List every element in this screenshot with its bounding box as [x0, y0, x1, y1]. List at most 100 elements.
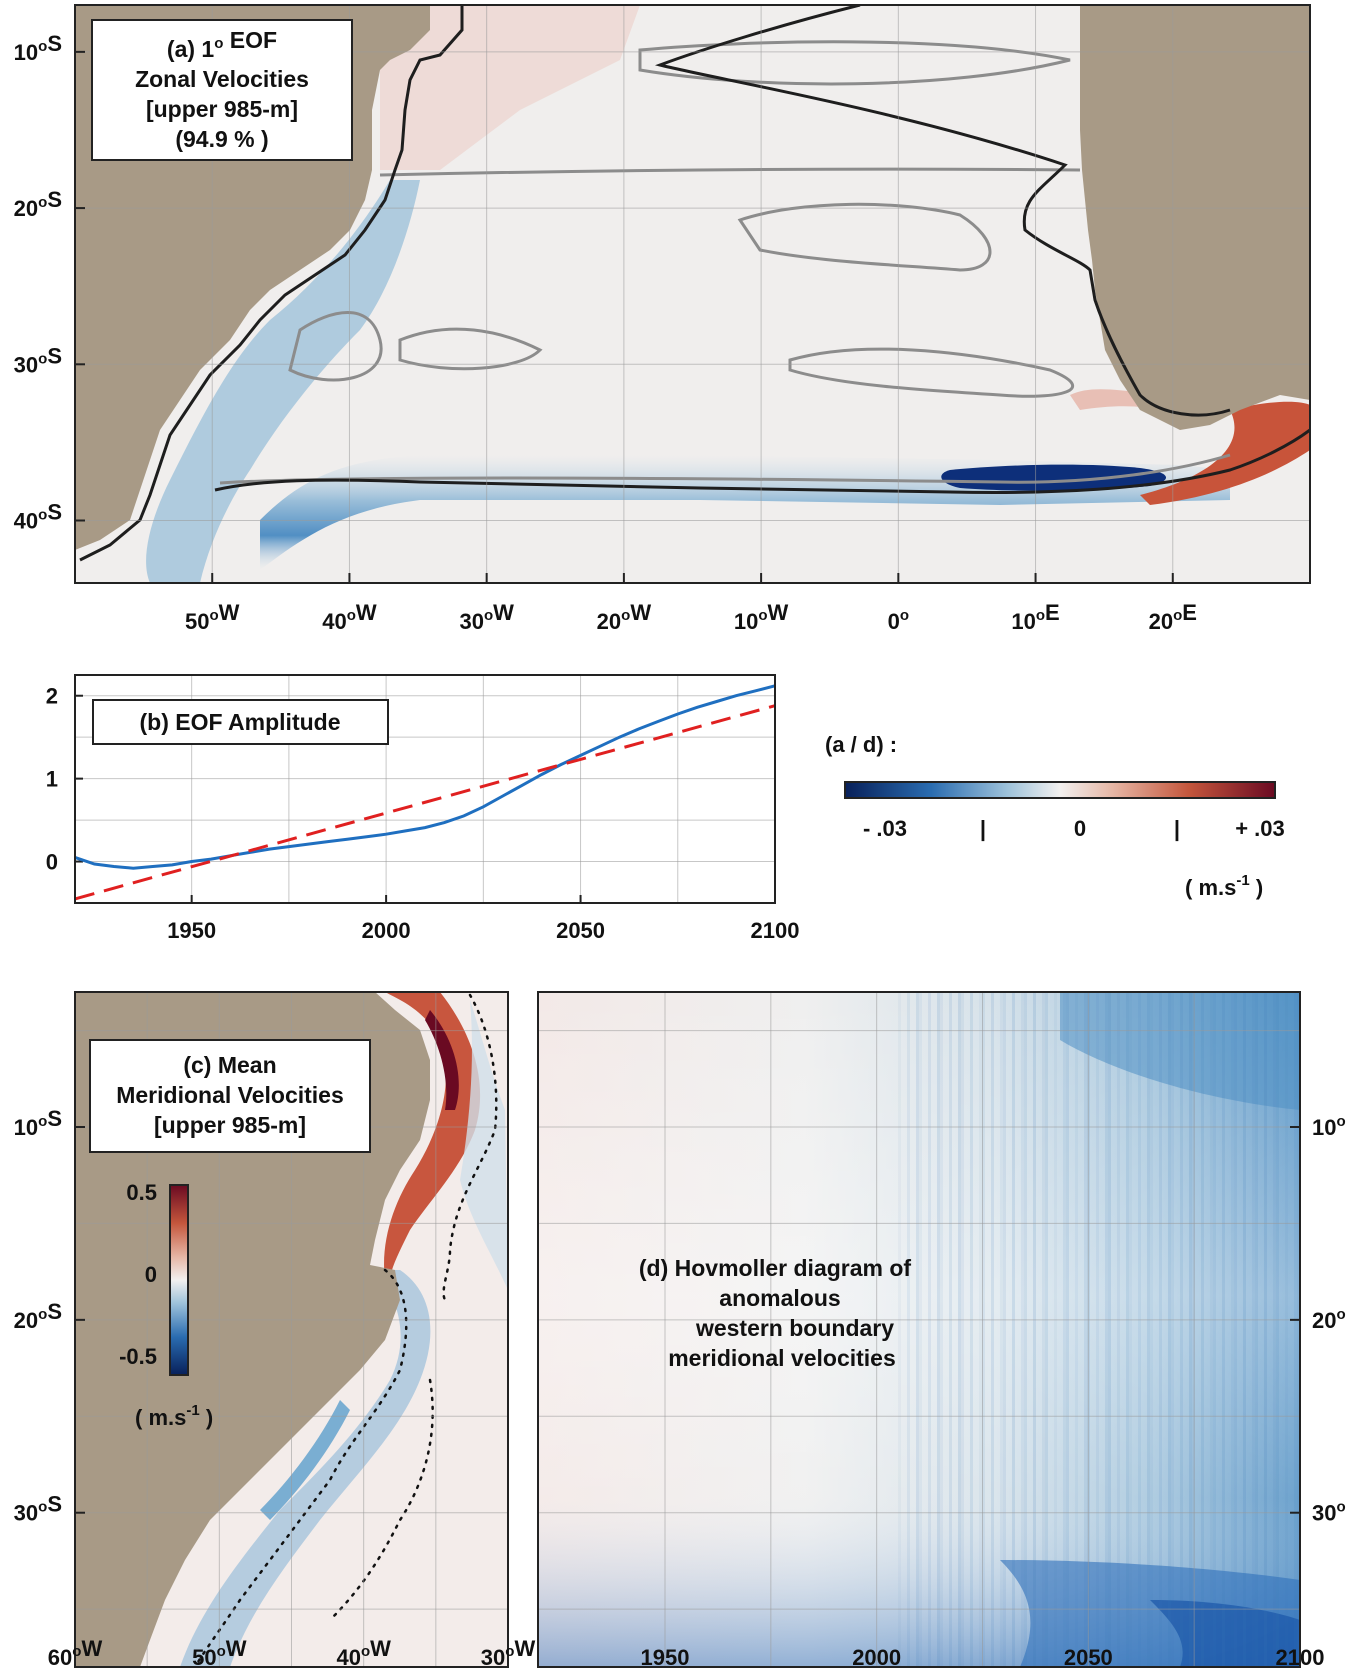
panel-d-stripe — [1000, 992, 1003, 1667]
panel-a-x-tick-label: 10oW — [734, 600, 789, 634]
panel-d-stripe — [1063, 992, 1066, 1667]
panel-d-stripe — [1192, 992, 1195, 1667]
panel-a-contour-30s — [788, 347, 1075, 398]
panel-a-title: (a) 1o EOF Zonal Velocities [upper 985-m] (… — [135, 27, 309, 152]
panel-c-x-tick-label: 60oW — [48, 1636, 103, 1670]
panel-d-stripe — [1042, 992, 1045, 1667]
panel-b-x-tick-label: 2100 — [751, 918, 800, 943]
panel-d-stripe — [970, 992, 973, 1667]
panel-a-title-box — [91, 19, 353, 161]
panel-d-title-line: anomalous — [719, 1285, 840, 1311]
panel-b-x-tick-label: 1950 — [167, 918, 216, 943]
panel-d-stripe — [1306, 992, 1309, 1667]
panel-d-y-tick-label: 30oS — [1312, 1492, 1346, 1526]
panel-a-frame — [74, 4, 1311, 584]
panel-d-stripe — [1045, 992, 1048, 1667]
panel-b-y-tick-label: 0 — [46, 850, 58, 875]
panel-b-title-box — [92, 699, 389, 745]
panel-a-western-boundary-blue — [146, 180, 420, 583]
panel-a-x-tick-label: 20oE — [1149, 600, 1197, 634]
panel-c-colorbar-unit: ( m.s-1 ) — [135, 1402, 213, 1430]
panel-c-frame — [74, 991, 509, 1668]
panel-a-contour-southern — [214, 428, 1310, 494]
panel-d-stripe — [940, 992, 943, 1667]
panel-c-blue-core — [260, 1400, 350, 1520]
panel-d-south-core — [1150, 1600, 1300, 1667]
panel-a-land-africa — [1080, 5, 1310, 430]
panel-a-contour-east — [737, 202, 992, 272]
panel-b-x-ticks: 1950 2000 2050 2100 — [167, 918, 799, 943]
panel-d-stripe — [1201, 992, 1204, 1667]
panel-c-colorbar-tick-label: -0.5 — [119, 1344, 157, 1369]
panel-c-colorbar-ticks: 0.5 0 -0.5 — [119, 1180, 157, 1369]
panel-d-stripe — [1294, 992, 1297, 1667]
panel-b-x-tick-label: 2050 — [556, 918, 605, 943]
panel-c-colorbar — [169, 1184, 189, 1376]
panel-d-y-tick-label: 10oS — [1312, 1106, 1346, 1140]
panel-c-x-tick-label: 30oW — [481, 1636, 536, 1670]
panel-c-title: (c) Mean Meridional Velocities [upper 985-… — [116, 1052, 344, 1138]
panel-d-stripe — [979, 992, 982, 1667]
panel-d-stripe — [919, 992, 922, 1667]
panel-b-frame — [74, 674, 776, 904]
panel-d-stripe — [1213, 992, 1216, 1667]
panel-b-title: (b) EOF Amplitude — [139, 709, 340, 735]
panel-c-dotted-inner — [193, 1268, 408, 1667]
panel-d-stripe — [1075, 992, 1078, 1667]
panel-d-stripe — [958, 992, 961, 1667]
panel-a-x-tick-label: 10oE — [1011, 600, 1059, 634]
panel-a-black-contours — [79, 5, 1310, 562]
panel-d-stripe — [1012, 992, 1015, 1667]
panel-c-dotted-outer — [442, 993, 498, 1302]
panel-b-x-tick-label: 2000 — [362, 918, 411, 943]
panel-d-stripe — [1138, 992, 1141, 1667]
colorbar-unit: ( m.s-1 ) — [1185, 872, 1263, 900]
panel-c-y-tick-label: 30oS — [14, 1492, 62, 1526]
panel-d-stripe — [928, 992, 931, 1667]
panel-d-stripe — [1273, 992, 1276, 1667]
panel-a-y-tick-label: 10oS — [14, 31, 62, 65]
panel-d-stripe — [1171, 992, 1174, 1667]
panel-a-contour-north — [638, 40, 1071, 86]
panel-d-stripe — [1180, 992, 1183, 1667]
panel-d-stripe — [1117, 992, 1120, 1667]
panel-d-x-tick-label: 2050 — [1064, 1645, 1113, 1670]
panel-c-y-ticks: 10oS 20oS 30oS — [14, 1106, 62, 1526]
panel-d-stripe — [1108, 992, 1111, 1667]
panel-c-offshore-blue — [460, 1000, 508, 1290]
panel-d-stripe — [1096, 992, 1099, 1667]
panel-a-y-tick-label: 40oS — [14, 500, 62, 534]
panel-d-stripe — [1276, 992, 1279, 1667]
panel-a-x-ticks: 50oW 40oW 30oW 20oW 10oW 0o 10oE 20oE — [185, 600, 1197, 634]
panel-d-north-blue — [1060, 992, 1300, 1110]
panel-a-title-line: (a) 1o EOF — [167, 27, 277, 62]
panel-d-stripe — [991, 992, 994, 1667]
panel-c-x-ticks: 60oW 50oW 40oW 30oW — [48, 1636, 536, 1670]
panel-d-stripe — [1129, 992, 1132, 1667]
panel-a-x-tick-label: 30oW — [459, 600, 514, 634]
panel-d-stripe — [1234, 992, 1237, 1667]
panel-d-stripe — [937, 992, 940, 1667]
panel-d-frame — [537, 991, 1301, 1668]
panel-b-trend-line — [74, 704, 776, 901]
colorbar-a-d: (a / d) : - .03 | 0 | + .03 ( m.s-1 ) — [825, 732, 1285, 900]
panel-c-title-box — [89, 1039, 371, 1153]
panel-d-x-tick-label: 1950 — [641, 1645, 690, 1670]
panel-d-stripe — [1285, 992, 1288, 1667]
panel-d-stripe — [1255, 992, 1258, 1667]
panel-d-stripe — [907, 992, 910, 1667]
panel-d-stripe — [1231, 992, 1234, 1667]
panel-d-stripe — [1297, 992, 1300, 1667]
panel-d-stripe — [1189, 992, 1192, 1667]
colorbar-tick-label: | — [1174, 816, 1180, 841]
panel-d-title-line: (d) Hovmoller diagram of — [639, 1255, 912, 1281]
colorbar-tick-label: | — [980, 816, 986, 841]
panel-d-stripe — [1243, 992, 1246, 1667]
panel-d-stripe — [1021, 992, 1024, 1667]
panel-c-mean-meridional: 60oW 50oW 40oW 30oW 10oS 20oS 30oS (c) Mean Me… — [14, 991, 536, 1670]
panel-d-stripe — [1150, 992, 1153, 1667]
colorbar-label: (a / d) : — [825, 732, 897, 757]
panel-d-stripe — [1033, 992, 1036, 1667]
panel-d-y-ticks: 10oS 20oS 30oS — [1312, 1106, 1346, 1526]
